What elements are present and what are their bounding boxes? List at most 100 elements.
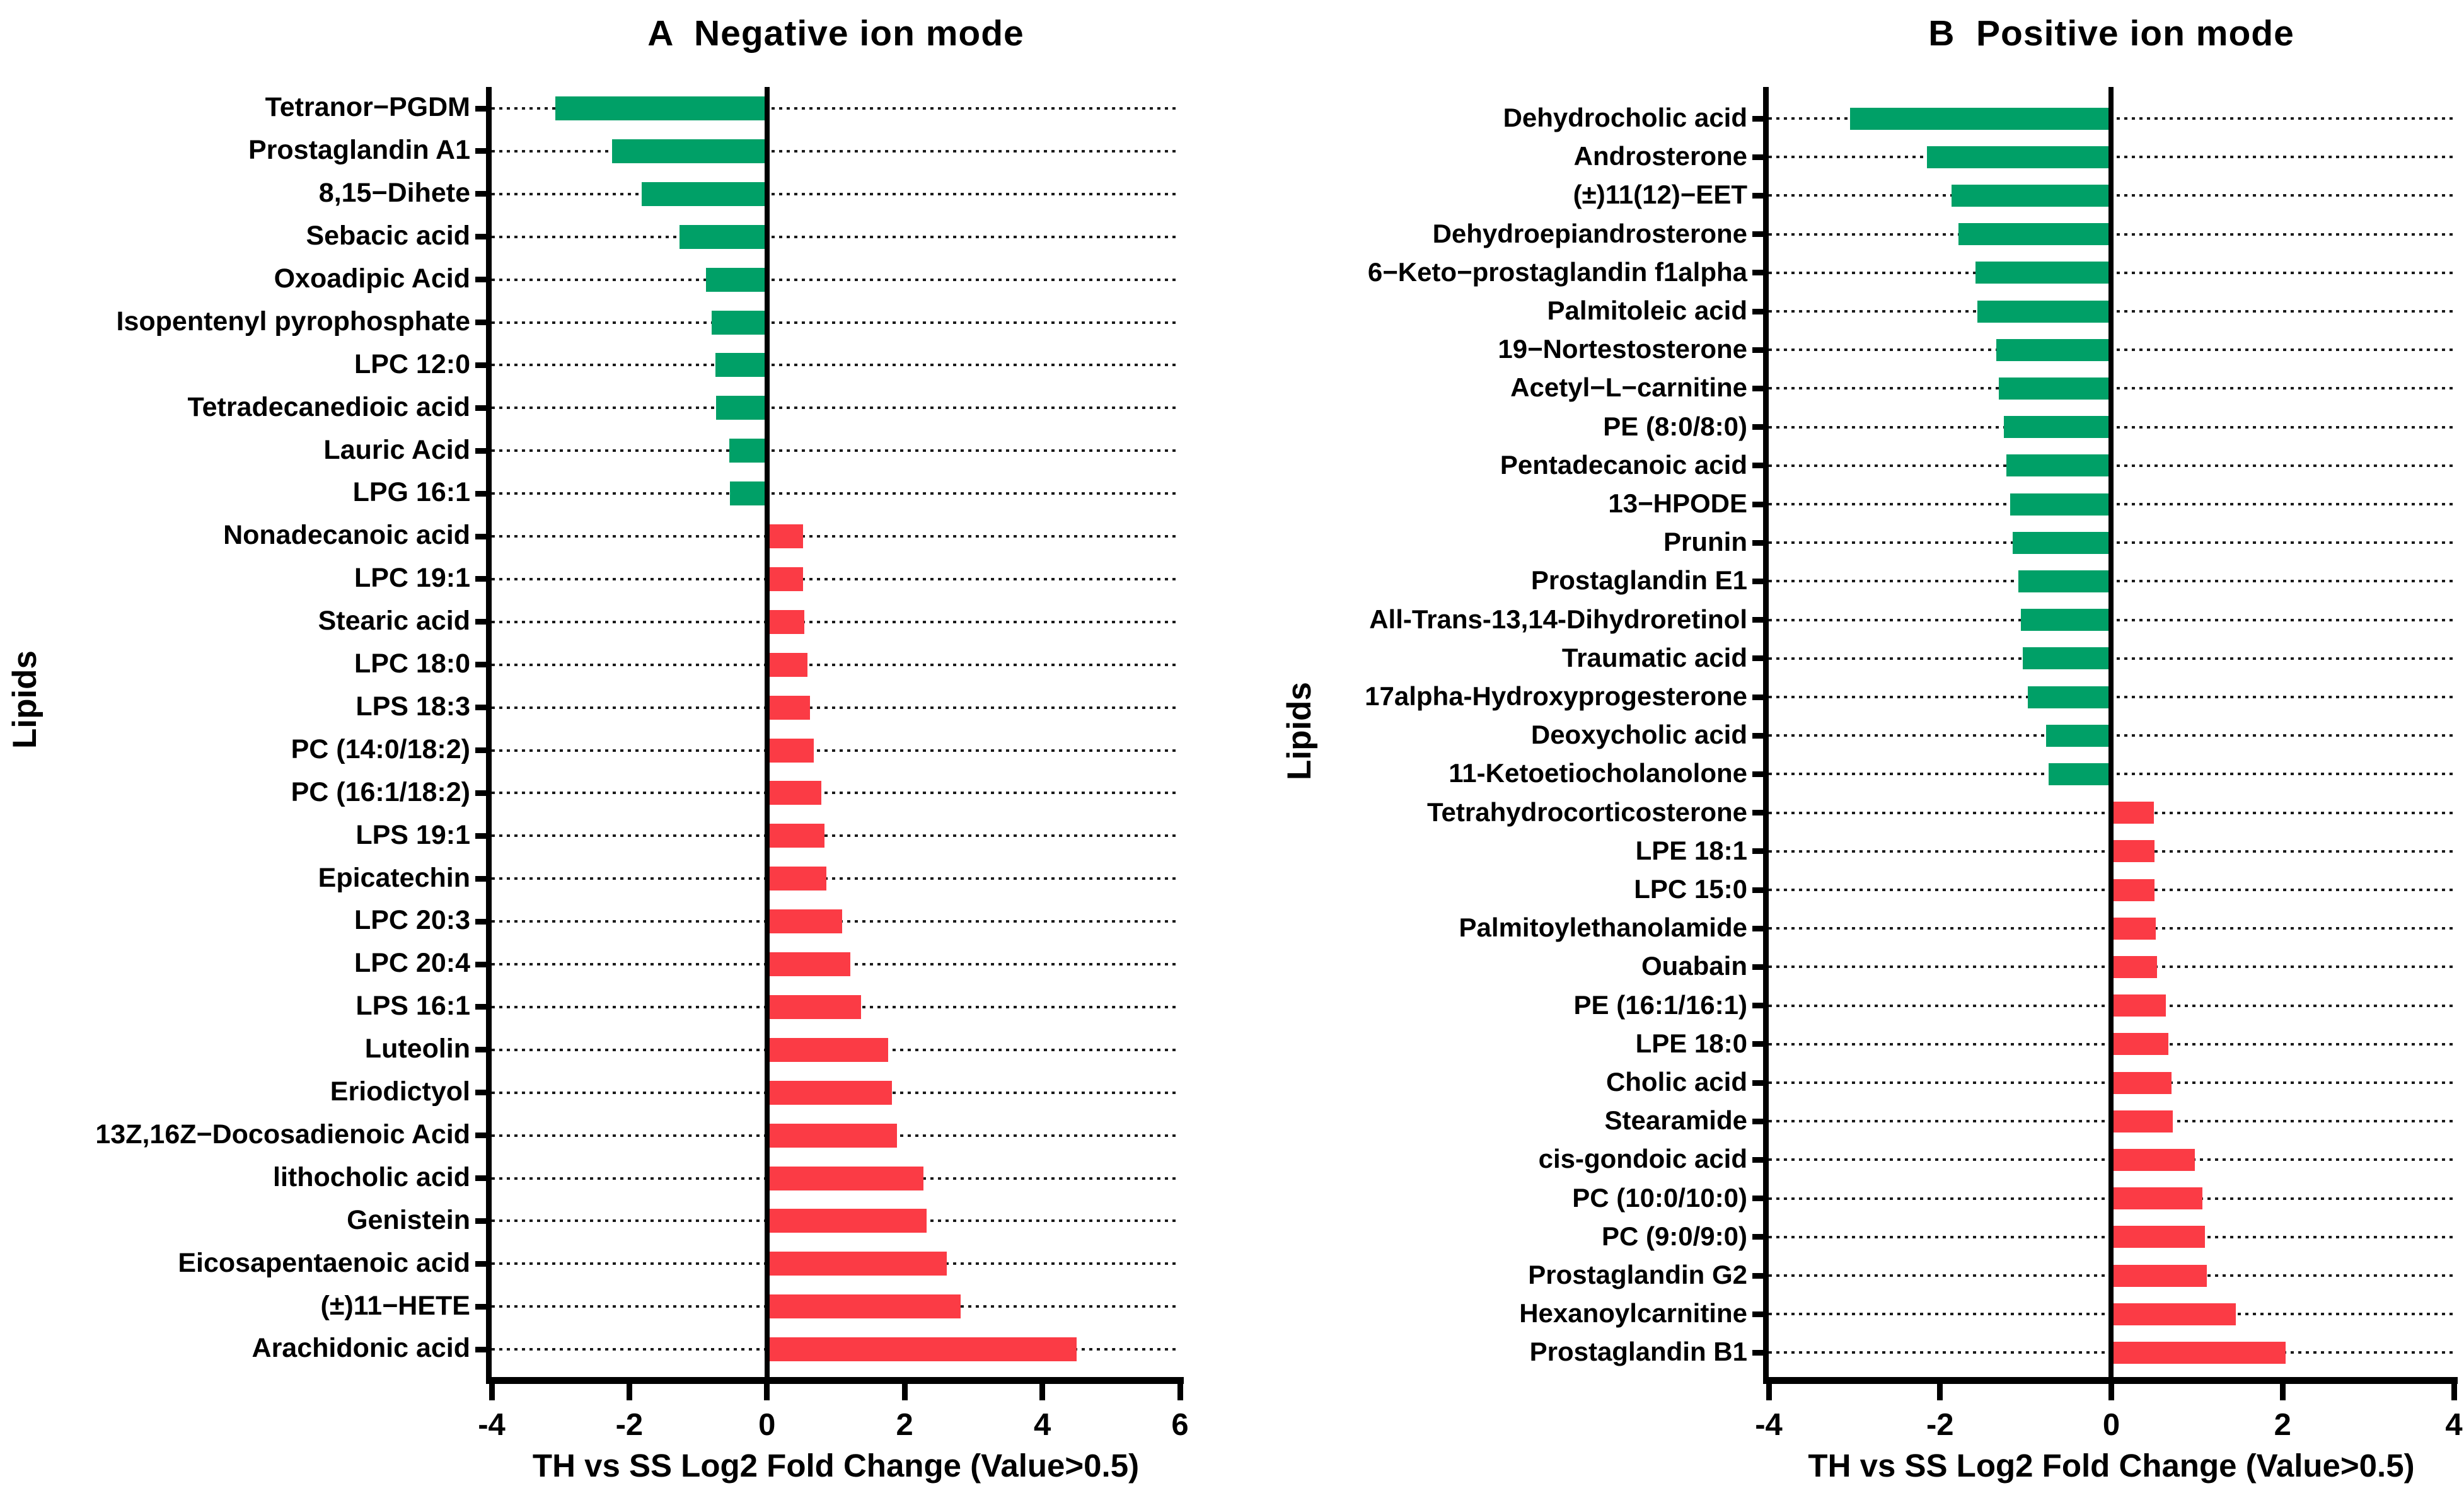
panel-a-title: A Negative ion mode — [647, 13, 1024, 54]
bar-positive — [767, 567, 803, 591]
bar-negative — [1975, 262, 2111, 284]
bar-negative — [2048, 763, 2111, 785]
category-label: Stearic acid — [318, 606, 470, 637]
category-label: PC (14:0/18:2) — [291, 734, 470, 764]
x-axis-tick — [626, 1384, 632, 1400]
x-tick-label: -4 — [1755, 1408, 1783, 1442]
category-label: All-Trans-13,14-Dihydroretinol — [1369, 604, 1747, 634]
panel-b-y-axis-label: Lipids — [1281, 681, 1318, 781]
category-label: (±)11−HETE — [320, 1290, 471, 1321]
bar-positive — [767, 781, 822, 805]
x-axis-tick — [1937, 1384, 1943, 1400]
category-leader-line — [492, 749, 1180, 752]
category-leader-line — [492, 834, 1180, 838]
category-leader-line — [492, 235, 1180, 238]
bar-positive — [767, 952, 851, 976]
category-label: Prostaglandin A1 — [248, 135, 470, 166]
bar-negative — [2045, 724, 2111, 747]
bar-negative — [1849, 107, 2111, 130]
bar-positive — [2111, 1341, 2286, 1364]
category-label: Hexanoylcarnitine — [1519, 1298, 1747, 1328]
category-leader-line — [492, 449, 1180, 452]
y-axis-spine — [486, 87, 492, 1377]
bar-negative — [612, 139, 767, 163]
category-leader-line — [492, 620, 1180, 623]
category-tick — [475, 1346, 492, 1352]
category-label: LPG 16:1 — [352, 477, 470, 508]
bar-positive — [2111, 879, 2155, 901]
category-label: LPC 15:0 — [1634, 873, 1747, 904]
x-axis-tick — [1177, 1384, 1183, 1400]
bar-positive — [2111, 1033, 2169, 1056]
bar-positive — [2111, 1303, 2236, 1325]
category-label: Oxoadipic Acid — [274, 263, 470, 294]
bar-positive — [2111, 840, 2155, 863]
category-tick — [1752, 1118, 1769, 1124]
bar-positive — [767, 1123, 898, 1148]
x-tick-label: 2 — [2274, 1408, 2291, 1442]
category-label: LPE 18:1 — [1635, 835, 1747, 865]
category-tick — [475, 747, 492, 753]
category-label: PE (8:0/8:0) — [1603, 411, 1747, 441]
category-label: LPC 19:1 — [354, 563, 470, 594]
x-tick-label: -4 — [478, 1408, 506, 1442]
category-tick — [1752, 501, 1769, 507]
category-tick — [1752, 887, 1769, 893]
category-label: 17alpha-Hydroxyprogesterone — [1365, 681, 1747, 711]
panel-a-x-axis-label: TH vs SS Log2 Fold Change (Value>0.5) — [532, 1448, 1140, 1484]
bar-negative — [1977, 300, 2111, 323]
category-tick — [1752, 1349, 1769, 1356]
category-label: Tetradecanedioic acid — [187, 391, 470, 422]
bar-positive — [767, 1166, 923, 1190]
panel-a-y-axis-label: Lipids — [6, 650, 43, 749]
bar-negative — [2018, 570, 2111, 592]
category-label: PE (16:1/16:1) — [1573, 989, 1747, 1020]
category-leader-line — [492, 492, 1180, 495]
bar-negative — [1996, 338, 2111, 361]
category-tick — [475, 490, 492, 497]
bar-negative — [715, 353, 767, 378]
x-tick-label: 0 — [2102, 1408, 2120, 1442]
bar-negative — [2021, 609, 2111, 631]
category-label: Dehydroepiandrosterone — [1432, 218, 1747, 248]
bar-positive — [2111, 802, 2154, 824]
bar-negative — [555, 96, 767, 120]
bar-negative — [642, 182, 767, 206]
category-label: 6−Keto−prostaglandin f1alpha — [1367, 256, 1747, 287]
bar-positive — [2111, 955, 2158, 978]
x-axis-tick — [2108, 1384, 2114, 1400]
category-leader-line — [492, 321, 1180, 324]
category-tick — [475, 320, 492, 325]
category-tick — [1752, 154, 1769, 160]
bar-positive — [767, 695, 810, 720]
bar-positive — [2111, 994, 2166, 1017]
x-axis-line — [1763, 1377, 2458, 1384]
x-tick-label: 4 — [2445, 1408, 2463, 1442]
y-axis-spine — [1763, 87, 1769, 1377]
bar-negative — [2006, 454, 2111, 477]
bar-negative — [1999, 377, 2111, 400]
x-tick-label: -2 — [615, 1408, 644, 1442]
category-tick — [475, 1090, 492, 1096]
category-label: 13Z,16Z−Docosadienoic Acid — [95, 1119, 470, 1150]
category-label: Tetranor−PGDM — [265, 92, 470, 123]
category-tick — [475, 790, 492, 796]
category-label: lithocholic acid — [273, 1161, 470, 1192]
category-tick — [1752, 424, 1769, 430]
category-tick — [1752, 1003, 1769, 1009]
category-label: Pentadecanoic acid — [1500, 449, 1747, 480]
category-label: PC (10:0/10:0) — [1572, 1182, 1747, 1213]
category-tick — [1752, 115, 1769, 122]
bar-positive — [767, 1337, 1077, 1362]
category-label: PC (9:0/9:0) — [1601, 1221, 1747, 1251]
category-tick — [475, 447, 492, 454]
bar-positive — [2111, 917, 2156, 940]
bar-negative — [2028, 686, 2111, 708]
category-leader-line — [492, 535, 1180, 538]
category-tick — [1752, 732, 1769, 739]
bar-positive — [2111, 1148, 2195, 1171]
bar-negative — [1958, 223, 2111, 246]
category-tick — [475, 705, 492, 711]
category-label: LPS 16:1 — [356, 991, 470, 1022]
